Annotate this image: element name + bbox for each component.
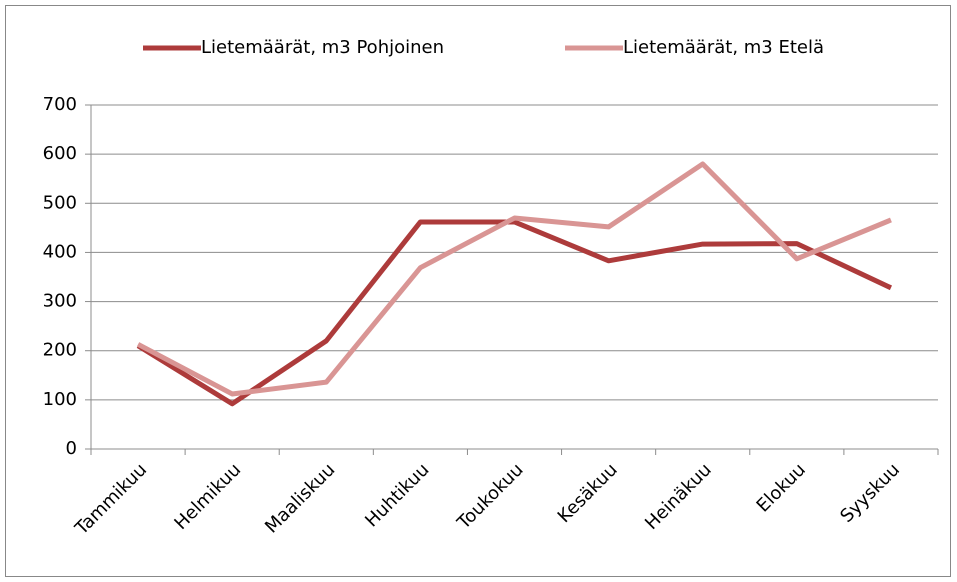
chart-border xyxy=(5,5,951,577)
y-tick-label: 600 xyxy=(43,143,77,164)
y-tick-label: 700 xyxy=(43,94,77,115)
y-tick-label: 500 xyxy=(43,192,77,213)
line-series xyxy=(136,219,893,407)
y-tick-label: 100 xyxy=(43,389,77,410)
legend-label: Lietemäärät, m3 Pohjoinen xyxy=(201,37,444,58)
y-tick-label: 300 xyxy=(43,291,77,312)
y-tick-label: 400 xyxy=(43,241,77,262)
y-tick-label: 200 xyxy=(43,340,77,361)
line-series xyxy=(136,161,892,397)
legend-label: Lietemäärät, m3 Etelä xyxy=(623,37,824,58)
y-tick-label: 0 xyxy=(66,438,77,459)
